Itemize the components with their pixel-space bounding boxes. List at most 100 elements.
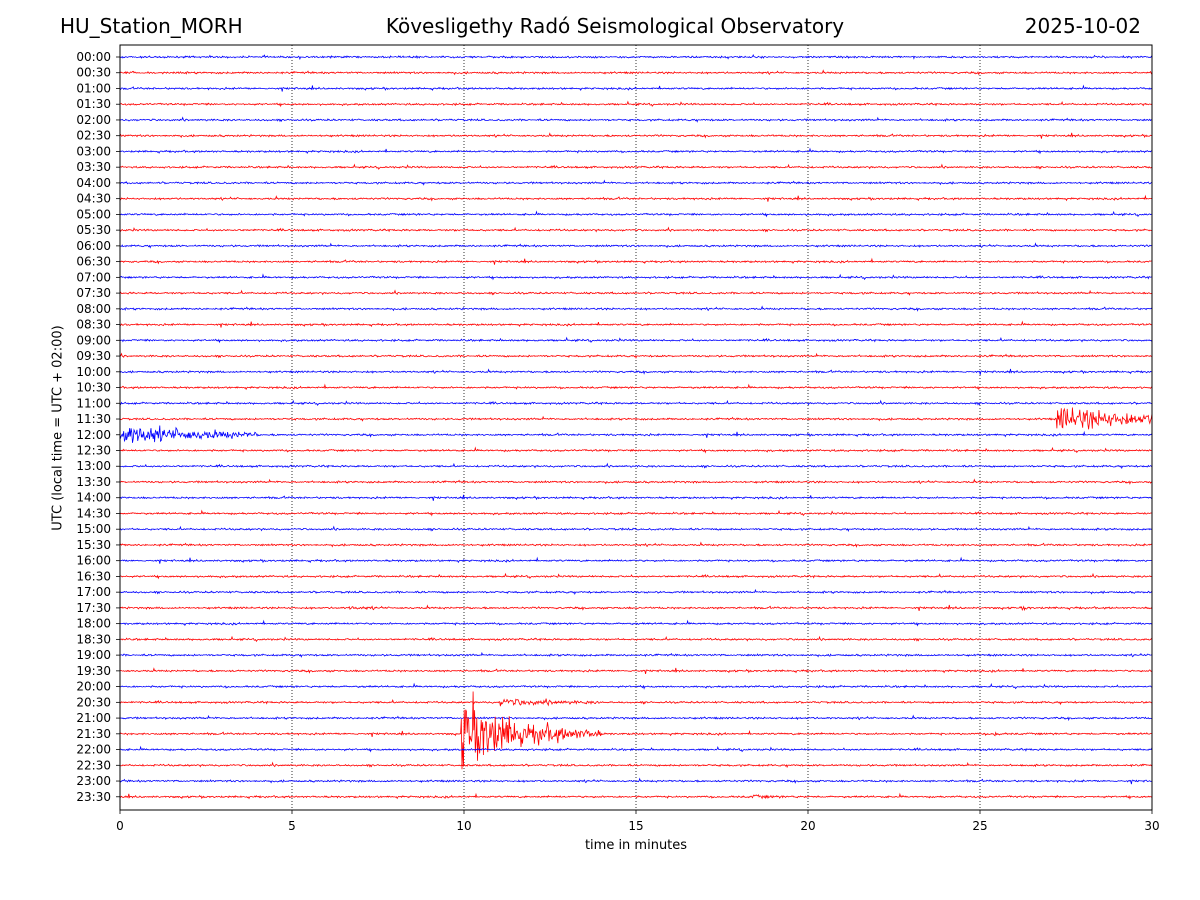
trace-1630: [119, 572, 1153, 580]
x-tick-label: 5: [288, 819, 296, 833]
trace-0930: [119, 352, 1152, 359]
y-tick-label: 22:30: [76, 758, 111, 772]
y-tick-label: 12:30: [76, 444, 111, 458]
x-tick-label: 0: [116, 819, 124, 833]
trace-0330: [119, 163, 1153, 170]
trace-0130: [120, 100, 1153, 108]
y-tick-label: 00:30: [76, 66, 111, 80]
trace-0900: [119, 336, 1153, 344]
y-tick-label: 09:00: [76, 333, 111, 347]
y-tick-label: 04:30: [76, 192, 111, 206]
y-tick-label: 23:00: [76, 774, 111, 788]
y-tick-label: 20:30: [76, 695, 111, 709]
trace-1200: [119, 425, 1153, 443]
y-tick-label: 16:30: [76, 569, 111, 583]
y-tick-label: 13:30: [76, 475, 111, 489]
trace-1330: [119, 478, 1153, 485]
trace-2000: [119, 682, 1153, 690]
trace-1300: [119, 462, 1153, 470]
trace-0100: [119, 84, 1153, 92]
y-tick-label: 17:30: [76, 601, 111, 615]
trace-0730: [119, 289, 1153, 296]
trace-0530: [119, 226, 1153, 233]
y-axis-label: UTC (local time = UTC + 02:00): [50, 325, 66, 531]
y-tick-label: 02:30: [76, 129, 111, 143]
trace-0000: [119, 54, 1153, 61]
trace-0830: [119, 320, 1153, 328]
trace-0400: [119, 179, 1153, 186]
trace-1930: [119, 667, 1153, 674]
record-date: 2025-10-02: [1024, 14, 1141, 38]
y-tick-label: 11:30: [76, 412, 111, 426]
y-tick-label: 17:00: [76, 585, 111, 599]
x-tick-label: 15: [628, 819, 643, 833]
y-tick-label: 07:30: [76, 286, 111, 300]
trace-1600: [119, 556, 1152, 564]
x-tick-label: 30: [1144, 819, 1159, 833]
trace-1130: [119, 407, 1153, 430]
trace-2130: [119, 691, 1153, 770]
trace-2030: [119, 698, 1153, 707]
trace-1800: [119, 619, 1153, 627]
x-axis-label: time in minutes: [584, 838, 688, 853]
y-tick-label: 06:30: [76, 255, 111, 269]
y-tick-label: 18:00: [76, 617, 111, 631]
y-tick-label: 06:00: [76, 239, 111, 253]
trace-0230: [119, 132, 1153, 139]
trace-0430: [119, 194, 1153, 202]
y-tick-label: 02:00: [76, 113, 111, 127]
y-tick-label: 19:00: [76, 648, 111, 662]
y-tick-label: 23:30: [76, 790, 111, 804]
trace-1430: [119, 509, 1153, 517]
y-tick-label: 18:30: [76, 632, 111, 646]
trace-0030: [119, 69, 1153, 76]
y-tick-label: 12:00: [76, 428, 111, 442]
trace-1000: [119, 368, 1153, 375]
trace-0200: [119, 116, 1153, 123]
trace-1030: [119, 383, 1153, 391]
trace-0600: [119, 242, 1153, 249]
y-tick-label: 14:00: [76, 491, 111, 505]
y-tick-label: 15:30: [76, 538, 111, 552]
trace-1230: [119, 446, 1153, 454]
y-tick-label: 07:00: [76, 270, 111, 284]
trace-0630: [119, 257, 1153, 265]
x-tick-label: 10: [456, 819, 471, 833]
y-tick-label: 00:00: [76, 50, 111, 64]
trace-1400: [119, 494, 1153, 501]
trace-2330: [119, 792, 1153, 800]
trace-0800: [119, 305, 1153, 312]
station-name: HU_Station_MORH: [60, 14, 243, 38]
y-tick-label: 20:00: [76, 680, 111, 694]
trace-2230: [119, 761, 1153, 769]
trace-2300: [119, 777, 1153, 785]
y-tick-label: 19:30: [76, 664, 111, 678]
y-tick-label: 11:00: [76, 396, 111, 410]
trace-1900: [119, 651, 1153, 658]
trace-1730: [119, 604, 1153, 612]
trace-1700: [119, 588, 1153, 595]
trace-0500: [119, 210, 1153, 218]
x-tick-label: 25: [972, 819, 987, 833]
y-tick-label: 10:00: [76, 365, 111, 379]
trace-1100: [119, 399, 1153, 406]
y-tick-label: 22:00: [76, 743, 111, 757]
y-tick-label: 10:30: [76, 381, 111, 395]
y-tick-label: 08:00: [76, 302, 111, 316]
y-tick-label: 08:30: [76, 318, 111, 332]
trace-1500: [119, 525, 1153, 533]
y-tick-label: 13:00: [76, 459, 111, 473]
trace-0700: [119, 273, 1153, 281]
y-tick-label: 04:00: [76, 176, 111, 190]
trace-0300: [119, 147, 1153, 155]
trace-2200: [119, 745, 1153, 753]
y-tick-label: 15:00: [76, 522, 111, 536]
trace-1530: [119, 541, 1153, 548]
y-tick-label: 03:00: [76, 144, 111, 158]
y-tick-label: 05:00: [76, 207, 111, 221]
y-tick-label: 16:00: [76, 554, 111, 568]
y-tick-label: 21:30: [76, 727, 111, 741]
y-tick-label: 01:00: [76, 81, 111, 95]
y-tick-label: 09:30: [76, 349, 111, 363]
